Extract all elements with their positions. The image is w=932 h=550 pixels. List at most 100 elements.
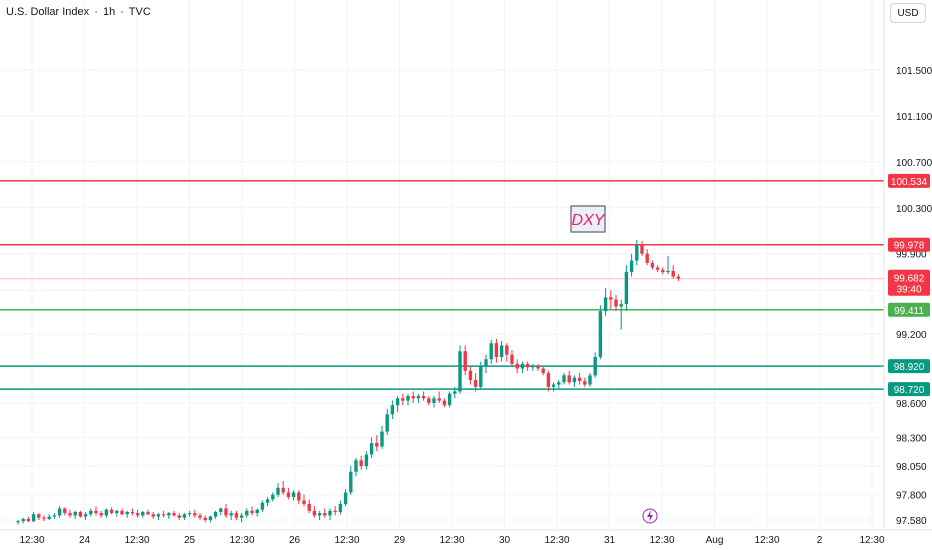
candle-body — [531, 366, 535, 368]
candle-body — [619, 304, 623, 307]
candle-body — [302, 500, 306, 504]
lightning-icon-bolt — [647, 510, 653, 522]
candle-body — [99, 513, 103, 516]
candle-body — [479, 366, 483, 387]
candle-body — [109, 509, 114, 514]
candle-body — [312, 510, 317, 516]
symbol-interval: 1h — [102, 6, 116, 18]
candle-body — [255, 509, 259, 514]
candle-body — [505, 345, 509, 355]
candle-body — [16, 521, 20, 523]
candle-body — [572, 377, 577, 383]
candle-body — [219, 508, 223, 512]
candle-body — [177, 515, 181, 518]
candle-body — [239, 515, 244, 518]
candle-body — [125, 511, 129, 515]
candle-body — [458, 351, 462, 392]
price-tick-label: 99.200 — [896, 330, 927, 341]
dxy-label-text: DXY — [572, 212, 606, 229]
time-tick-label: 12:30 — [859, 535, 884, 546]
price-level-tag — [888, 237, 930, 252]
candle-body — [624, 272, 629, 305]
candle-body — [577, 377, 582, 382]
candle-body — [172, 513, 176, 516]
annotations: DXY — [570, 205, 658, 524]
candle-body — [515, 363, 519, 369]
candle-body — [141, 511, 145, 516]
candle-body — [265, 499, 270, 503]
candle-body — [390, 405, 395, 415]
candle-body — [369, 443, 374, 455]
time-axis: 12:30 24 12:30 25 12:30 26 12:30 29 12:30 30 12:30… — [0, 529, 932, 546]
candle-body — [655, 267, 660, 270]
time-tick-label: 31 — [604, 535, 616, 546]
candle-body — [224, 508, 228, 516]
candle-body — [598, 311, 603, 357]
candle-body — [193, 513, 197, 516]
symbol-title: U.S. Dollar Index · 1h · TVC — [6, 6, 151, 18]
candle-body — [557, 382, 561, 385]
candle-body — [281, 487, 285, 493]
candle-body — [291, 492, 296, 498]
candle-body — [567, 375, 571, 383]
price-tick-label: 101.500 — [896, 66, 932, 77]
candle-body — [406, 396, 410, 401]
price-tick-label: 101.100 — [896, 112, 932, 123]
time-tick-label: 12:30 — [124, 535, 149, 546]
candle-body — [245, 510, 249, 516]
candle-body — [593, 356, 597, 376]
price-tick-label: 100.300 — [896, 204, 932, 215]
currency-button[interactable]: USD — [890, 3, 926, 23]
candle-body — [546, 373, 551, 387]
candle-body — [42, 517, 46, 519]
candle-body — [167, 513, 171, 516]
price-level-tag — [888, 173, 930, 188]
candle-body — [276, 487, 280, 495]
candle-body — [427, 398, 431, 403]
price-level-tag-label: 100.534 — [891, 177, 928, 188]
candle-body — [453, 391, 457, 394]
time-tick-label: 12:30 — [544, 535, 569, 546]
candle-body — [583, 381, 587, 385]
dxy-label-box[interactable] — [570, 205, 606, 233]
candle-body — [359, 460, 363, 467]
candle-body — [271, 494, 275, 500]
time-tick-label: 12:30 — [229, 535, 254, 546]
candle-body — [635, 244, 639, 261]
candle-body — [68, 513, 72, 516]
candle-body — [78, 511, 83, 517]
candle-body — [297, 492, 301, 501]
candle-body — [489, 343, 493, 360]
time-tick-label: 12:30 — [754, 535, 779, 546]
candle-body — [349, 471, 353, 493]
candle-body — [115, 510, 119, 514]
candle-body — [354, 460, 358, 472]
time-tick-label: 2 — [817, 535, 823, 546]
candle-body — [666, 270, 670, 273]
candle-body — [151, 514, 155, 517]
time-tick-label: 29 — [394, 535, 406, 546]
candle-body — [421, 396, 426, 399]
candle-body — [120, 510, 124, 515]
candle-body — [307, 503, 311, 511]
title-separator: · — [94, 6, 98, 18]
price-tick-label: 98.050 — [896, 462, 927, 473]
candle-body — [609, 297, 613, 300]
time-tick-label: 26 — [289, 535, 301, 546]
candle-body — [26, 518, 31, 522]
price-level-tag-label: 99.978 — [894, 241, 925, 252]
candle-body — [198, 515, 202, 518]
candle-body — [494, 343, 499, 357]
candle-body — [187, 513, 192, 515]
candle-body — [401, 398, 405, 401]
price-level-tag — [888, 382, 930, 397]
time-tick-label: 30 — [499, 535, 511, 546]
candle-body — [499, 345, 504, 357]
candle-body — [156, 514, 161, 517]
candle-body — [385, 414, 389, 432]
price-tick-label: 99.900 — [896, 250, 927, 261]
lightning-icon[interactable] — [642, 508, 658, 524]
candle-body — [323, 513, 327, 516]
